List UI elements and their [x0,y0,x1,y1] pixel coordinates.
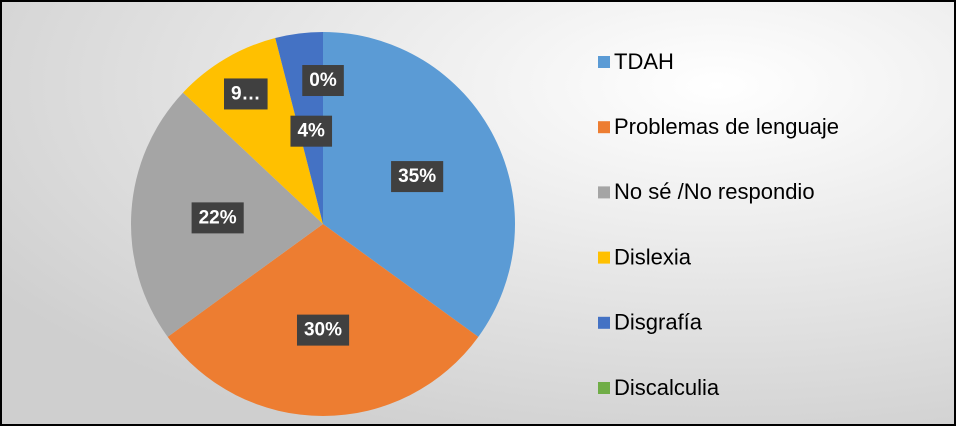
legend-label: Disgrafía [614,310,703,335]
legend-label: Dislexia [614,244,692,269]
data-label: 4% [297,121,325,142]
legend-swatch [598,186,610,199]
data-label: 35% [398,166,436,187]
data-label-box [290,115,333,147]
legend-label: TDAH [614,49,674,74]
pie-slice [183,38,323,225]
data-label-box [223,78,268,110]
legend-swatch [598,382,610,394]
legend-label: Problemas de lenguaje [614,114,839,139]
legend-swatch [598,121,610,134]
legend-swatch [598,251,610,264]
data-label-box [391,161,444,193]
data-label: 9… [231,83,261,104]
data-label-box [302,65,344,97]
legend-label: Discalculia [614,375,720,400]
data-label: 0% [309,70,337,91]
data-label: 30% [304,320,342,341]
legend-label: No sé /No respondio [614,179,815,204]
data-label-box [191,202,244,234]
data-label-box [296,314,350,346]
legend-swatch [598,56,610,68]
legend-swatch [598,316,610,329]
data-label: 22% [199,207,237,228]
